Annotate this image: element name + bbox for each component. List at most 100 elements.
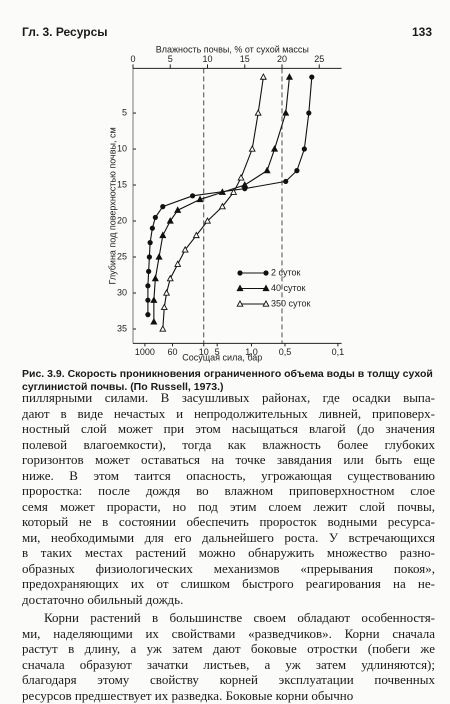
text-line: полевой влагоемкости), тогда как влажнос… (22, 436, 435, 452)
caption-label: Рис. 3.9. (22, 368, 65, 380)
data-marker (150, 317, 158, 325)
y-axis-title: Глубина под поверхностью почвы, см (107, 127, 117, 284)
data-marker (159, 325, 167, 332)
data-marker (145, 312, 151, 318)
data-marker (270, 145, 279, 152)
data-marker (181, 245, 189, 253)
data-marker (166, 274, 174, 282)
x-axis-title-bottom: Сосущая сила, бар (182, 352, 262, 362)
data-marker (151, 274, 159, 282)
data-marker (174, 260, 182, 267)
y-tick-label: 25 (117, 251, 127, 261)
data-marker (259, 73, 267, 80)
legend-label: 350 суток (271, 298, 311, 308)
text-line: дают в виде нечастых и непродолжительных… (22, 405, 435, 421)
legend-label: 2 суток (271, 267, 301, 277)
data-marker (162, 289, 171, 296)
data-marker (145, 297, 151, 303)
x2-tick-label: 1000 (135, 347, 155, 357)
x2-tick-label: 10 (199, 347, 209, 357)
data-marker (285, 73, 294, 80)
text-line: благодаря этому свойству корней эксплуат… (22, 672, 435, 687)
paragraph: пиллярными силами. В засушливых районах,… (22, 390, 435, 607)
y-tick-label: 15 (117, 179, 127, 189)
x2-tick-label: 0,1 (332, 347, 345, 357)
data-marker (230, 188, 238, 195)
y-tick-label: 5 (122, 107, 127, 117)
data-marker (166, 217, 174, 224)
text-line: ми, необходимыми для его дальнейшего рос… (22, 529, 435, 545)
text-line: пиллярными силами. В засушливых районах,… (22, 390, 435, 405)
paragraph: Корни растений в большинстве своем облад… (22, 610, 435, 703)
y-tick-label: 10 (117, 143, 127, 153)
data-marker (294, 168, 300, 174)
legend-label: 40 суток (271, 283, 306, 293)
page-number: 133 (411, 25, 432, 39)
legend-marker (236, 284, 244, 292)
data-marker (160, 204, 166, 210)
data-marker (301, 146, 307, 152)
series-line (153, 76, 290, 322)
y-tick-label: 35 (117, 323, 127, 333)
legend-marker (236, 300, 244, 307)
data-marker (283, 178, 289, 185)
data-marker (241, 181, 249, 188)
y-tick-label: 20 (117, 215, 127, 225)
data-marker (146, 268, 152, 275)
body-text: пиллярными силами. В засушливых районах,… (22, 390, 435, 703)
data-marker (147, 240, 153, 246)
data-marker (203, 217, 212, 224)
text-line: проростка: после дождя во влажном припов… (22, 483, 435, 498)
data-marker (196, 195, 204, 203)
text-line: семя может прорасти, но под этим слоем л… (22, 498, 435, 514)
text-line: горизонтов может оставаться на точке зав… (22, 452, 435, 467)
text-line: ностный слой может при этом насыщаться в… (22, 421, 435, 436)
text-line: образных физиологических механизмов «пре… (22, 560, 435, 576)
text-line: сначала образуют зачатки листьев, а уж з… (22, 656, 435, 672)
chapter-title: Гл. 3. Ресурсы (22, 25, 108, 39)
chart: Влажность почвы, % от сухой массы Сосущая… (107, 44, 345, 362)
legend-marker (262, 300, 270, 307)
data-marker (218, 188, 226, 195)
text-line: растут в длину, а уж затем дают боковые … (22, 641, 435, 656)
data-marker (263, 166, 271, 174)
legend-marker (262, 284, 270, 292)
data-marker (145, 283, 151, 289)
x2-tick-label: 60 (167, 347, 177, 357)
data-marker (306, 110, 312, 116)
caption-text: Скорость проникновения ограниченного объ… (22, 368, 433, 393)
x-axis-title-top: Влажность почвы, % от сухой массы (156, 44, 309, 54)
data-marker (155, 253, 163, 260)
data-marker (174, 206, 182, 213)
legend-marker (237, 270, 243, 276)
text-line: ниже. В этом таится опасность, угрожающа… (22, 467, 435, 483)
text-line: ми, наделяющими их свойствами «разведчик… (22, 625, 435, 641)
data-marker (150, 296, 158, 303)
figure-caption: Рис. 3.9. Скорость проникновения огранич… (22, 368, 435, 394)
x2-tick-label: 0,5 (279, 347, 292, 357)
text-line: ресурсов предшествует их разведка. Боков… (22, 687, 354, 703)
data-marker (149, 225, 155, 231)
x-tick-label: 25 (314, 54, 324, 64)
y-tick-label: 30 (117, 287, 127, 297)
text-line: достаточно обильный дождь. (22, 591, 184, 607)
data-marker (160, 303, 168, 311)
data-marker (309, 74, 315, 80)
text-line: в таких местах растений можно обнаружить… (22, 545, 435, 560)
data-marker (152, 214, 158, 221)
data-marker (159, 231, 167, 239)
series-line (162, 76, 264, 330)
text-line: который не в состоянии обеспечить пророс… (22, 514, 435, 529)
data-marker (254, 109, 262, 116)
data-marker (237, 173, 245, 181)
data-marker (190, 193, 196, 199)
data-marker (218, 202, 226, 210)
data-marker (192, 231, 200, 239)
data-marker (282, 109, 290, 116)
x-tick-label: 0 (130, 54, 135, 64)
text-line: Корни растений в большинстве своем облад… (44, 610, 435, 625)
data-marker (146, 254, 152, 260)
x-tick-label: 15 (240, 54, 250, 64)
series-line (147, 76, 313, 315)
